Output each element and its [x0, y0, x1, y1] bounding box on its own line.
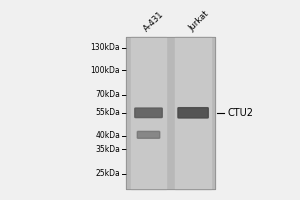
- Text: CTU2: CTU2: [227, 108, 253, 118]
- Bar: [175, 37, 211, 189]
- Text: 25kDa: 25kDa: [95, 169, 120, 178]
- Text: A-431: A-431: [142, 9, 166, 33]
- Text: 35kDa: 35kDa: [95, 145, 120, 154]
- FancyBboxPatch shape: [178, 108, 208, 118]
- Text: Jurkat: Jurkat: [187, 9, 210, 33]
- Text: 70kDa: 70kDa: [95, 90, 120, 99]
- Bar: [131, 37, 166, 189]
- Text: 100kDa: 100kDa: [91, 66, 120, 75]
- Text: 130kDa: 130kDa: [91, 43, 120, 52]
- Text: 55kDa: 55kDa: [95, 108, 120, 117]
- FancyBboxPatch shape: [135, 108, 162, 118]
- FancyBboxPatch shape: [137, 131, 160, 138]
- Bar: [126, 37, 215, 189]
- Text: 40kDa: 40kDa: [95, 131, 120, 140]
